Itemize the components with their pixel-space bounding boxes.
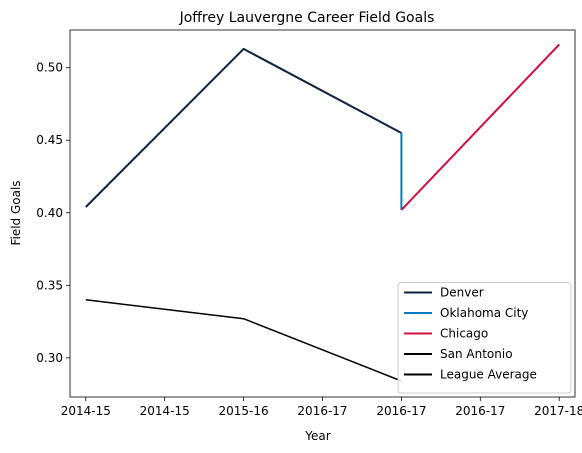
y-tick-label: 0.40 [36,206,63,220]
y-tick-label: 0.30 [36,351,63,365]
series-line-chicago [400,43,560,211]
y-axis-label: Field Goals [9,180,23,245]
legend-label: League Average [440,368,537,382]
plot-area [85,43,560,382]
x-tick-label: 2016-17 [455,404,505,418]
x-axis-label: Year [304,429,330,443]
x-tick-label: 2015-16 [219,404,269,418]
series-line-league-average [85,299,402,382]
x-tick-label: 2016-17 [297,404,347,418]
legend-label: Denver [440,286,484,300]
chart-title: Joffrey Lauvergne Career Field Goals [179,10,435,26]
legend: Denver Oklahoma City Chicago San Antonio Lea… [397,282,572,394]
legend-label: Chicago [440,327,488,341]
series-line-denver [85,47,402,208]
x-tick-label: 2016-17 [376,404,426,418]
y-tick-label: 0.45 [36,133,63,147]
x-tick-label: 2014-15 [140,404,190,418]
x-tick-label: 2017-18 [534,404,582,418]
x-tick-label: 2014-15 [61,404,111,418]
legend-label: San Antonio [440,347,513,361]
legend-box [397,282,572,394]
y-axis-ticks: 0.30 0.35 0.40 0.45 0.50 [36,61,70,365]
y-tick-label: 0.50 [36,61,63,75]
x-axis-ticks: 2014-15 2014-15 2015-16 2016-17 2016-17 2016-… [61,397,582,418]
legend-label: Oklahoma City [440,306,528,320]
y-tick-label: 0.35 [36,278,63,292]
